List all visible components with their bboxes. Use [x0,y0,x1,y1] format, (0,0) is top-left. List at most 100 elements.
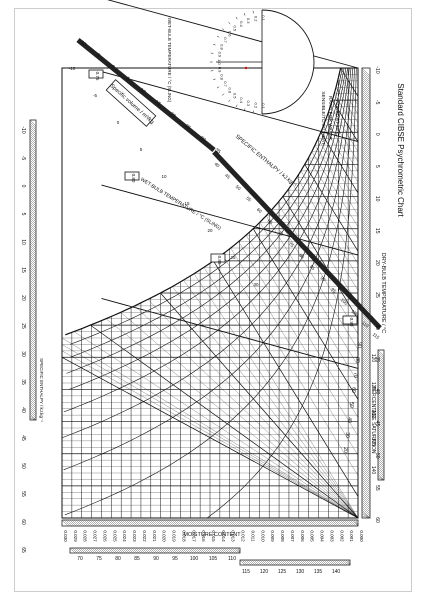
wet-bulb-line [73,331,359,519]
dry-bulb-tick: 55 [374,485,380,491]
scale-hatch [255,519,263,527]
scale-hatch [29,371,37,379]
scale-hatch [377,381,385,389]
enthalpy-bottom-tick: 75 [96,556,102,562]
scale-hatch [177,519,185,527]
scale-hatch [361,207,371,217]
scale-hatch [361,499,371,509]
moisture-tick: 0.025 [112,530,117,542]
scale-hatch [361,93,371,103]
scale-hatch [377,447,385,455]
scale-hatch [29,255,37,263]
scale-hatch [29,149,37,157]
scale-hatch [73,519,81,527]
scale-hatch [361,159,371,169]
scale-hatch [361,249,371,259]
scale-hatch [361,219,371,229]
scale-hatch [73,547,80,554]
scale-hatch [361,231,371,241]
scale-hatch [377,351,385,359]
scale-hatch [361,173,371,183]
scale-hatch [361,281,371,291]
scale-hatch [29,283,37,291]
scale-hatch [361,379,371,389]
scale-hatch [29,347,37,355]
scale-hatch [377,411,385,419]
protractor-tick: 0.2 [253,16,258,22]
wet-bulb-curve-tick: 25 [230,255,236,260]
scale-hatch [361,257,371,267]
scale-hatch [281,519,289,527]
scale-hatch [29,257,37,265]
scale-hatch [361,161,371,171]
scale-hatch [361,351,371,361]
scale-hatch [361,399,371,409]
wet-bulb-top-tick: 35 [214,147,222,155]
scale-hatch [361,327,371,337]
protractor-tick: 1.0 [217,59,222,65]
scale-hatch [361,313,371,323]
specific-volume-box [210,253,226,263]
wet-bulb-line [134,305,359,519]
moisture-tick: 0.010 [260,530,265,542]
moisture-tick: 0.013 [231,530,236,542]
scale-hatch [169,519,177,527]
scale-hatch [29,233,37,241]
scale-hatch [323,519,331,527]
scale-hatch [361,251,371,261]
scale-hatch [303,559,310,566]
scale-hatch [29,241,37,249]
scale-hatch [227,519,235,527]
moisture-tick: 0.004 [320,530,325,542]
scale-hatch [29,345,37,353]
scale-hatch [361,405,371,415]
scale-hatch [29,373,37,381]
scale-hatch [29,325,37,333]
scale-hatch [123,519,131,527]
scale-hatch [83,519,91,527]
scale-hatch [145,547,152,554]
scale-hatch [361,103,371,113]
wet-bulb-top-tick: 5 [125,76,131,83]
scale-hatch [361,73,371,83]
enthalpy-top-tick: 95 [330,287,337,294]
scale-hatch [151,519,159,527]
enthalpy-top-tick: 45 [224,173,231,180]
scale-hatch [361,217,371,227]
scale-hatch [361,229,371,239]
wet-bulb-line [332,99,359,143]
scale-hatch [29,367,37,375]
specific-volume-box [342,315,358,325]
scale-hatch [377,423,385,431]
scale-hatch [219,519,227,527]
wet-bulb-line [334,93,359,133]
scale-hatch [377,385,385,393]
enthalpy-left-tick: 50 [20,463,26,469]
scale-hatch [29,287,37,295]
scale-hatch [361,175,371,185]
moisture-tick: 0.017 [191,530,196,542]
scale-hatch [29,251,37,259]
scale-hatch [361,121,371,131]
scale-hatch [377,465,385,473]
moisture-tick: 0.019 [172,530,177,542]
scale-hatch [361,243,371,253]
scale-hatch [29,245,37,253]
scale-hatch [361,403,371,413]
scale-hatch [29,401,37,409]
scale-hatch [251,519,259,527]
wet-bulb-curve-label: WET-BULB TEMPERATURE / °C (SLING) [139,177,222,232]
scale-hatch [65,519,73,527]
scale-hatch [29,275,37,283]
scale-hatch [75,519,83,527]
scale-hatch [361,411,371,421]
moisture-tick: 0.022 [142,530,147,542]
scale-hatch [361,245,371,255]
scale-hatch [231,519,239,527]
scale-hatch [343,559,350,566]
enthalpy-top-tick: 55 [245,196,252,203]
enthalpy-bottom-tick: 105 [209,556,218,562]
scale-hatch [29,221,37,229]
scale-hatch [29,237,37,245]
